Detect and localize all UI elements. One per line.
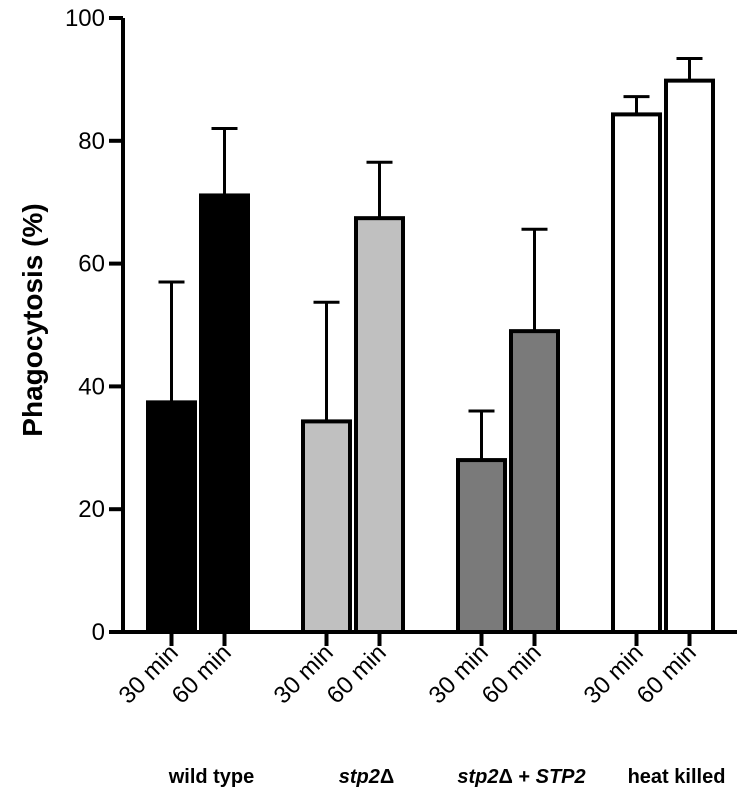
bar xyxy=(509,329,560,634)
category-label: 30 min xyxy=(114,639,184,709)
group-label: wild type xyxy=(168,766,255,788)
category-label: 60 min xyxy=(632,639,702,709)
bar xyxy=(301,419,352,635)
group-label: stp2Δ + STP2 xyxy=(457,766,585,788)
category-label: 60 min xyxy=(477,639,547,709)
y-tick-label: 40 xyxy=(78,373,105,400)
category-label: 30 min xyxy=(424,639,494,709)
bar xyxy=(611,112,662,634)
group-labels: wild type stp2Δ stp2Δ + STP2 heat killed xyxy=(168,766,726,788)
category-label: 30 min xyxy=(579,639,649,709)
bar xyxy=(199,193,250,634)
category-label: 60 min xyxy=(167,639,237,709)
group-label: heat killed xyxy=(628,766,726,788)
bar xyxy=(456,458,507,634)
category-label: 60 min xyxy=(322,639,392,709)
bars xyxy=(146,57,715,635)
y-tick-label: 60 xyxy=(78,251,105,278)
y-tick-label: 80 xyxy=(78,128,105,155)
y-tick-label: 100 xyxy=(65,5,105,32)
y-tick-label: 0 xyxy=(92,619,105,646)
category-label: 30 min xyxy=(269,639,339,709)
bar xyxy=(664,78,715,635)
bar xyxy=(146,400,197,635)
x-axis xyxy=(121,630,737,646)
y-axis-label: Phagocytosis (%) xyxy=(17,203,48,436)
y-axis: 0 20 40 60 80 100 xyxy=(65,5,125,646)
group-label: stp2Δ xyxy=(339,766,395,788)
y-tick-label: 20 xyxy=(78,496,105,523)
bar xyxy=(354,216,405,634)
